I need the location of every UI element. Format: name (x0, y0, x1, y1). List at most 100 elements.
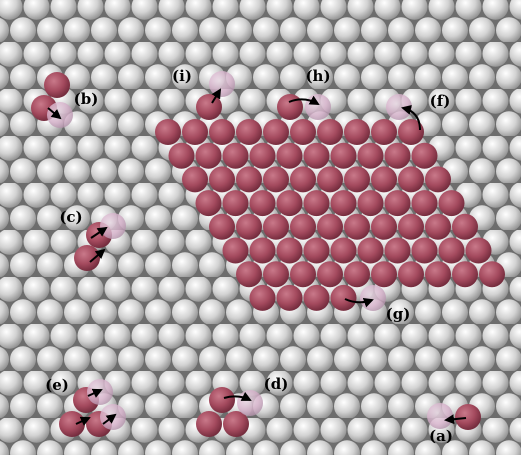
red-atom (209, 166, 235, 193)
ghost-atom (360, 285, 386, 311)
red-atom (344, 261, 370, 288)
red-atom (196, 411, 222, 437)
red-atom (425, 166, 451, 193)
red-atom (222, 142, 249, 169)
red-atom (249, 142, 276, 169)
red-atom (317, 119, 343, 145)
ghost-atom (100, 213, 126, 239)
red-atom (452, 261, 478, 288)
panel-label: (c) (59, 208, 82, 226)
red-atom (263, 119, 289, 145)
arrow (211, 88, 222, 104)
labels: (a) (b) (c) (d) (e) (f) (g) (h) (i) (45, 67, 453, 445)
panel-label: (b) (74, 90, 99, 108)
red-atom (74, 245, 100, 271)
panel-label: (e) (45, 376, 69, 394)
red-atom (209, 119, 235, 145)
red-atom (222, 237, 249, 264)
panel-label: (f) (430, 92, 451, 110)
ghost-atom (305, 94, 331, 120)
ghost-atom (47, 102, 73, 128)
red-atom (357, 237, 384, 264)
red-atom (59, 411, 85, 437)
red-atom (357, 190, 384, 217)
red-atom (384, 237, 411, 264)
red-atom (195, 142, 222, 169)
red-atom (452, 213, 478, 240)
red-atom (276, 190, 303, 217)
red-atom (276, 142, 303, 169)
red-atom (425, 261, 451, 288)
red-atom (330, 190, 357, 217)
adatoms (31, 71, 505, 437)
red-atom (236, 166, 262, 193)
red-atom (438, 190, 465, 217)
red-atom (303, 190, 330, 217)
panel-label: (a) (429, 427, 453, 445)
red-atom (195, 190, 222, 217)
red-atom (398, 213, 424, 240)
red-atom (196, 94, 222, 120)
red-atom (330, 284, 357, 311)
red-atom (330, 142, 357, 169)
red-atom (371, 261, 397, 288)
red-atom (317, 213, 343, 240)
arrows (47, 88, 467, 426)
red-atom (465, 237, 492, 264)
arrow (75, 416, 91, 426)
arrow (89, 248, 106, 263)
red-atom (371, 213, 397, 240)
arrow (90, 226, 108, 239)
red-atom (44, 72, 70, 98)
arrow (102, 413, 117, 425)
red-atom (236, 261, 262, 288)
arrow (344, 297, 374, 308)
red-atom (344, 213, 370, 240)
ghost-atom (209, 71, 235, 97)
panel-label: (d) (264, 375, 289, 393)
red-atom (344, 166, 370, 193)
panel-label: (i) (172, 67, 192, 85)
red-atom (398, 119, 424, 145)
red-atom (398, 261, 424, 288)
red-atom (384, 190, 411, 217)
red-atom (411, 190, 438, 217)
red-atom (249, 190, 276, 217)
arrow (401, 104, 421, 131)
red-atom (209, 387, 235, 413)
red-atom (371, 166, 397, 193)
red-atom (263, 261, 289, 288)
ghost-atom (87, 379, 113, 405)
red-atom (438, 237, 465, 264)
red-atom (277, 94, 303, 120)
ghost-atom (237, 390, 263, 416)
red-atom (276, 284, 303, 311)
red-atom (155, 119, 181, 145)
red-atom (263, 213, 289, 240)
red-atom (290, 166, 316, 193)
ghost-atom (386, 94, 412, 120)
red-atom (290, 119, 316, 145)
red-atom (249, 284, 276, 311)
red-atom (384, 142, 411, 169)
red-atom (303, 142, 330, 169)
red-atom (411, 237, 438, 264)
red-atom (263, 166, 289, 193)
red-atom (236, 119, 262, 145)
red-atom (168, 142, 195, 169)
arrow (223, 391, 252, 401)
red-atom (303, 237, 330, 264)
arrow (444, 414, 467, 425)
red-atom (330, 237, 357, 264)
panel-label: (h) (305, 67, 330, 85)
red-atom (209, 213, 235, 240)
red-atom (290, 261, 316, 288)
red-atom (182, 166, 208, 193)
red-atom (222, 190, 249, 217)
red-atom (290, 213, 316, 240)
red-atom (182, 119, 208, 145)
red-atom (398, 166, 424, 193)
red-atom (223, 411, 249, 437)
arrow (87, 388, 103, 398)
